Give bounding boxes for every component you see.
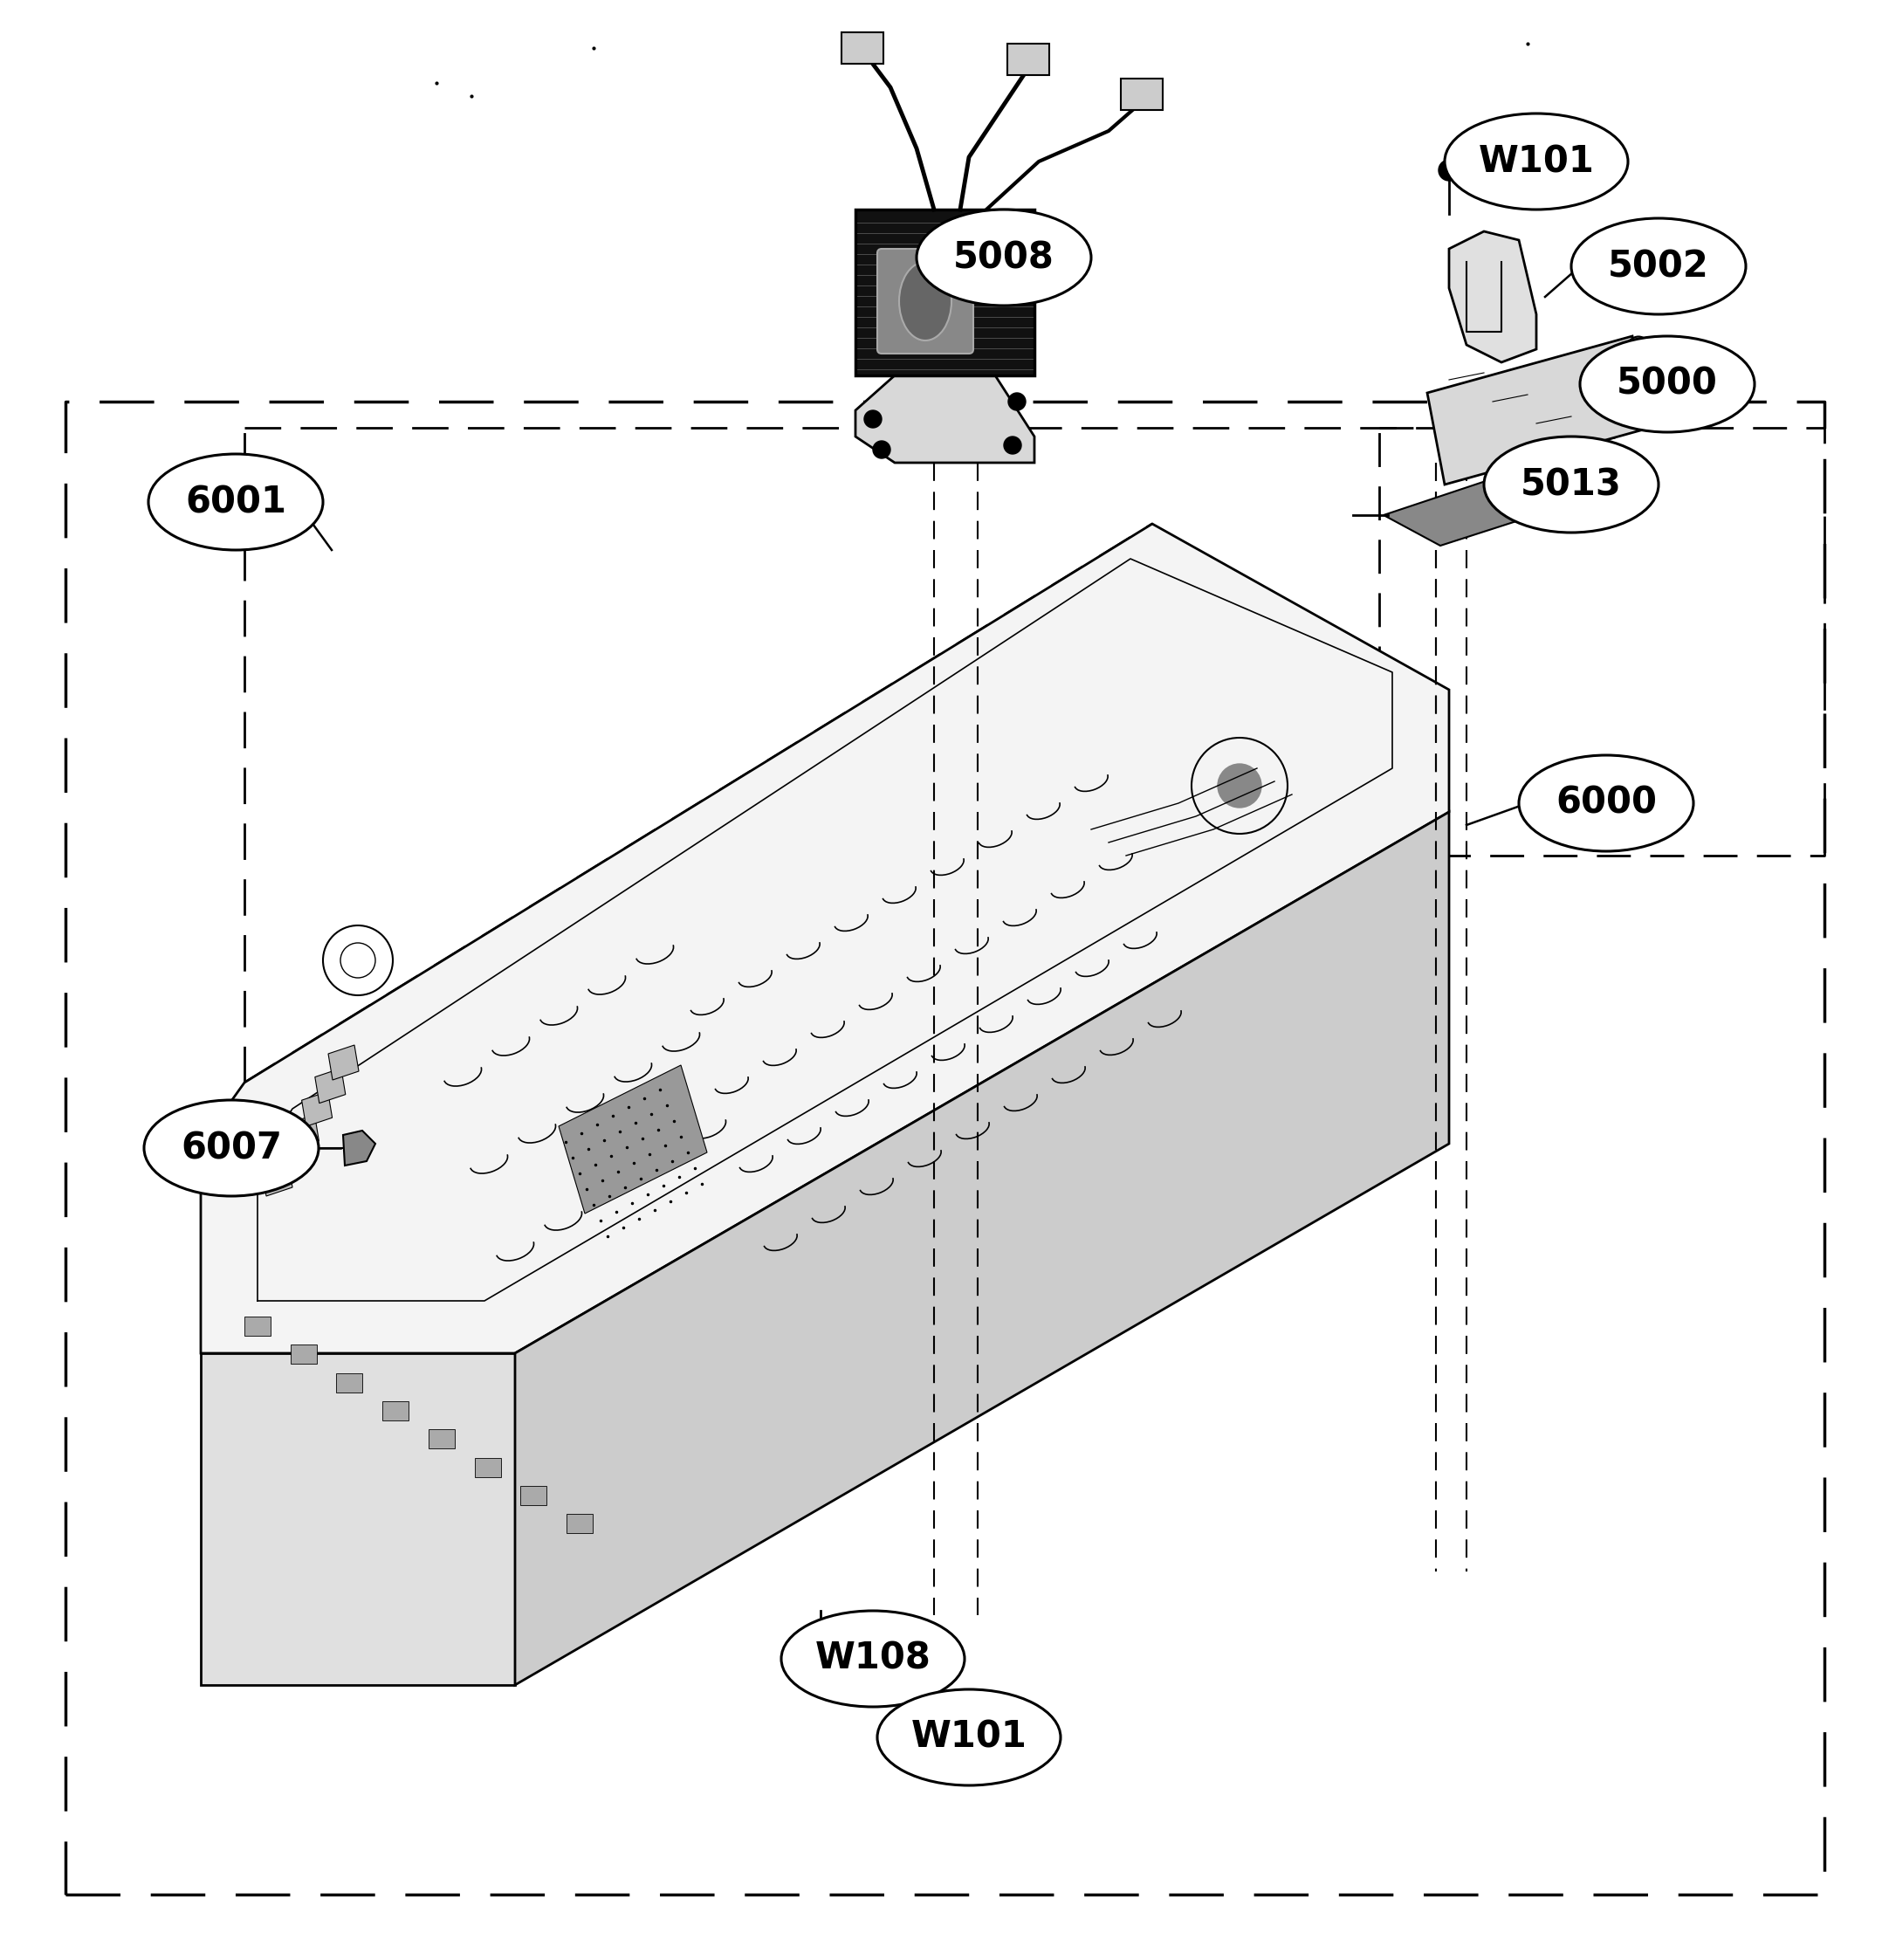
Polygon shape <box>566 1513 593 1533</box>
Polygon shape <box>382 1401 408 1421</box>
Text: 6000: 6000 <box>1556 784 1656 821</box>
Ellipse shape <box>1571 218 1746 314</box>
Ellipse shape <box>781 1611 965 1707</box>
Ellipse shape <box>1445 114 1628 210</box>
Text: 5002: 5002 <box>1607 249 1709 284</box>
Polygon shape <box>245 1317 271 1337</box>
Polygon shape <box>327 1045 359 1080</box>
FancyBboxPatch shape <box>1122 78 1163 110</box>
Polygon shape <box>343 1131 375 1166</box>
Polygon shape <box>201 523 1449 1352</box>
Ellipse shape <box>1617 337 1660 427</box>
Circle shape <box>1438 161 1460 180</box>
FancyBboxPatch shape <box>877 249 973 353</box>
Polygon shape <box>262 1160 292 1196</box>
Circle shape <box>909 1721 933 1744</box>
Polygon shape <box>1427 335 1651 484</box>
Polygon shape <box>314 1068 346 1103</box>
Polygon shape <box>1383 476 1562 545</box>
Polygon shape <box>474 1458 501 1476</box>
Polygon shape <box>275 1139 305 1172</box>
Polygon shape <box>288 1115 318 1151</box>
FancyBboxPatch shape <box>1007 43 1050 74</box>
Ellipse shape <box>877 1690 1061 1786</box>
Circle shape <box>1009 392 1026 410</box>
Ellipse shape <box>1581 335 1754 431</box>
Text: 5008: 5008 <box>954 239 1054 276</box>
Polygon shape <box>559 1064 708 1213</box>
Text: W101: W101 <box>911 1719 1028 1756</box>
Circle shape <box>864 410 881 427</box>
Circle shape <box>1003 437 1022 455</box>
Polygon shape <box>290 1345 316 1364</box>
Text: 5013: 5013 <box>1521 466 1622 504</box>
Text: 6001: 6001 <box>184 484 286 519</box>
Circle shape <box>1218 764 1261 808</box>
Text: W101: W101 <box>1479 143 1594 180</box>
FancyBboxPatch shape <box>841 31 883 65</box>
Text: 5000: 5000 <box>1617 367 1718 402</box>
Text: W108: W108 <box>815 1641 932 1678</box>
Polygon shape <box>429 1429 455 1448</box>
Polygon shape <box>521 1486 546 1505</box>
Ellipse shape <box>149 455 324 551</box>
Ellipse shape <box>900 263 952 341</box>
Polygon shape <box>301 1092 333 1127</box>
Circle shape <box>807 1650 832 1676</box>
Polygon shape <box>516 811 1449 1686</box>
Ellipse shape <box>145 1100 318 1196</box>
Polygon shape <box>1449 231 1536 363</box>
Polygon shape <box>337 1372 363 1392</box>
Polygon shape <box>201 1352 516 1686</box>
Circle shape <box>873 441 890 459</box>
Ellipse shape <box>917 210 1092 306</box>
Ellipse shape <box>1519 755 1694 851</box>
Polygon shape <box>856 210 1035 376</box>
Polygon shape <box>856 376 1035 463</box>
Text: 6007: 6007 <box>181 1129 282 1166</box>
Ellipse shape <box>1483 437 1658 533</box>
